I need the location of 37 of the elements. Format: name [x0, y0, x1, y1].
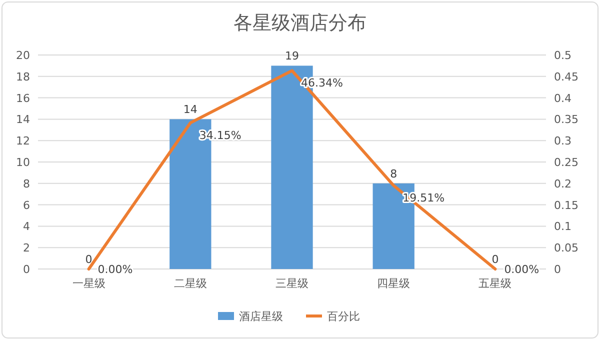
y2tick: 0.15 [554, 198, 578, 212]
y2tick: 0.5 [554, 49, 572, 62]
y2tick: 0.05 [554, 242, 578, 255]
ytick: 16 [16, 92, 30, 105]
data-label: 14 [183, 103, 198, 116]
ytick: 20 [16, 49, 30, 62]
data-label: 0.00% [98, 263, 133, 276]
xtick: 五星级 [478, 277, 512, 290]
data-label: 0.00% [504, 263, 540, 276]
ytick: 18 [16, 70, 30, 84]
data-label: 0 [85, 253, 92, 266]
xtick: 三星级 [276, 277, 308, 290]
y2tick: 0.3 [554, 134, 572, 148]
y2tick: 0.1 [554, 220, 572, 234]
ytick: 8 [23, 177, 30, 190]
title: 各星级酒店分布 [234, 12, 366, 34]
y2tick: 0.45 [554, 70, 578, 84]
ytick: 14 [16, 113, 30, 126]
xtick: 四星级 [377, 277, 410, 290]
xtick: 二星级 [174, 277, 207, 290]
legend-label: 百分比 [327, 310, 360, 323]
y2tick: 0.2 [554, 177, 572, 190]
data-label: 0 [492, 253, 499, 266]
ytick: 2 [23, 242, 30, 255]
data-label: 8 [390, 167, 398, 180]
y2tick: 0.35 [554, 113, 578, 126]
ytick: 12 [16, 134, 30, 148]
y2tick: 0 [554, 263, 561, 276]
y2tick: 0.4 [554, 92, 572, 105]
legend-label: 酒店星级 [239, 310, 283, 323]
xtick: 一星级 [72, 277, 106, 290]
ytick: 4 [23, 220, 30, 234]
ytick: 10 [16, 156, 30, 169]
data-label: 19 [285, 50, 299, 63]
ytick: 6 [23, 198, 30, 212]
ytick: 0 [23, 263, 30, 276]
y2tick: 0.25 [554, 156, 578, 169]
